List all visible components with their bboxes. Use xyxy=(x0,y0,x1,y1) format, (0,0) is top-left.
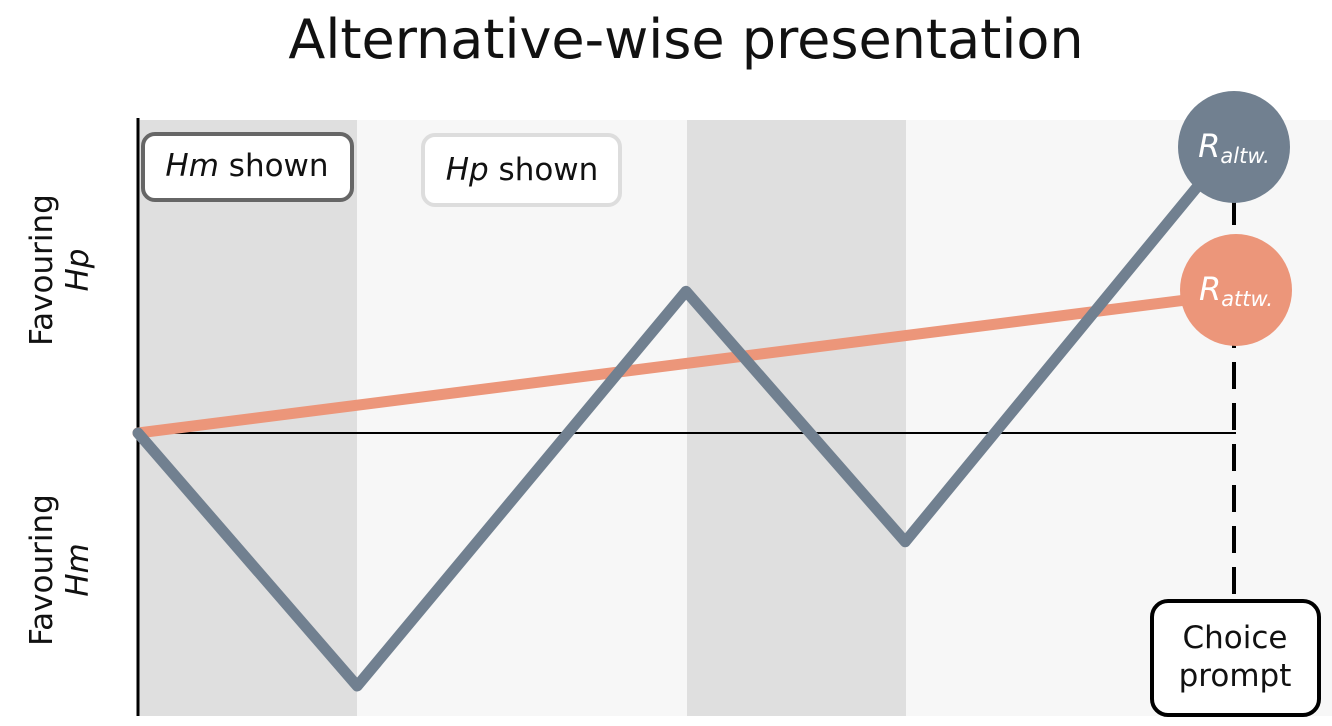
favouring-hp-line2: Hp xyxy=(60,249,96,292)
hm-shown-italic: Hm xyxy=(165,148,219,184)
favouring-hm-line1: Favouring xyxy=(24,494,60,646)
altw-series-line xyxy=(132,136,1240,692)
svg-text:Hm shown: Hm shown xyxy=(165,148,328,184)
hm-shown-box: Hm shown xyxy=(141,132,354,202)
attw-marker: Rattw. xyxy=(1180,234,1292,346)
hm-shown-rest: shown xyxy=(219,148,329,184)
attw-marker-main: R xyxy=(1199,270,1221,308)
favouring-hm-line2: Hm xyxy=(60,543,96,597)
hp-shown-italic: Hp xyxy=(446,152,489,188)
attw-series-line xyxy=(132,288,1240,439)
choice-prompt-line2: prompt xyxy=(1179,658,1292,694)
attw-marker-sub: attw. xyxy=(1221,287,1273,311)
hp-shown-rest: shown xyxy=(489,152,599,188)
favouring-hp-line1: Favouring xyxy=(24,194,60,346)
svg-text:Raltw.: Raltw. xyxy=(1198,127,1270,168)
favouring-hm-label: Favouring Hm xyxy=(24,494,96,646)
altw-marker-main: R xyxy=(1198,127,1220,165)
diagram-title: Alternative-wise presentation xyxy=(288,8,1083,71)
altw-marker-sub: altw. xyxy=(1220,144,1269,168)
svg-text:Hp shown: Hp shown xyxy=(446,152,599,188)
choice-prompt-box: Choice prompt xyxy=(1150,599,1321,717)
altw-marker: Raltw. xyxy=(1178,91,1290,203)
choice-prompt-line1: Choice xyxy=(1183,620,1288,656)
hp-shown-box: Hp shown xyxy=(421,133,622,207)
favouring-hp-label: Favouring Hp xyxy=(24,194,96,346)
svg-text:Rattw.: Rattw. xyxy=(1199,270,1273,311)
